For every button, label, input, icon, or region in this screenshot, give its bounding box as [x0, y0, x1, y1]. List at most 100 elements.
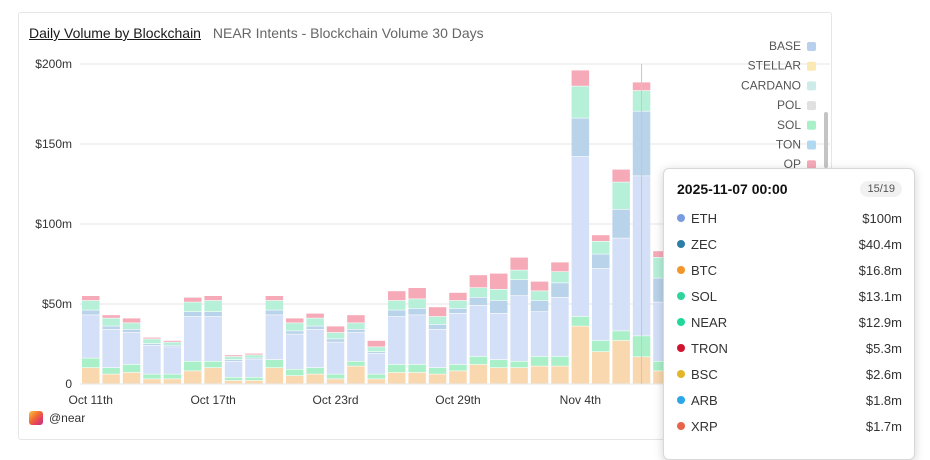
bar-segment-op [653, 251, 671, 257]
bar-segment-sol [163, 374, 182, 379]
bar-segment-zec [530, 300, 549, 312]
tooltip-series-value: $1.7m [865, 418, 902, 434]
tooltip-row-sol: SOL $13.1m [664, 283, 914, 309]
series-color-dot [677, 292, 685, 300]
bar-segment-btc [510, 368, 528, 384]
bar-segment-eth [265, 315, 284, 360]
bar-segment-eth [184, 316, 202, 361]
bar-segment-near [490, 289, 508, 301]
hover-tooltip: 2025-11-07 00:00 15/19 ETH $100m ZEC $40.4m… [663, 168, 915, 460]
bar-segment-btc [347, 366, 365, 384]
legend-label: STELLAR [748, 59, 802, 73]
y-tick-label: $200m [35, 57, 72, 71]
bar-segment-near [204, 300, 222, 312]
bar-segment-zec [184, 312, 202, 317]
bar-segment-zec [163, 345, 182, 347]
bar-segment-sol [408, 364, 426, 373]
tooltip-series-value: $1.8m [865, 392, 902, 408]
y-tick-label: 0 [65, 377, 72, 391]
bar-segment-near [163, 342, 182, 345]
legend-label: CARDANO [741, 78, 801, 92]
bar-segment-btc [408, 372, 426, 384]
bar-segment-btc [388, 372, 406, 384]
bar-segment-near [347, 323, 365, 329]
bar-segment-eth [245, 360, 263, 377]
bar-segment-near [102, 318, 120, 326]
bar-segment-eth [449, 313, 467, 365]
legend-scrollbar[interactable] [824, 112, 828, 168]
bar-segment-eth [286, 334, 304, 369]
bar-segment-op [82, 296, 100, 301]
bar-segment-sol [143, 374, 161, 379]
bar-segment-sol [510, 361, 528, 368]
brand-handle: @near [49, 411, 86, 425]
bar-segment-sol [265, 360, 284, 368]
bar-segment-near [367, 347, 386, 352]
series-color-dot [677, 396, 685, 404]
volume-chart[interactable]: 0 $50m $100m $150m $200m Oct 11th Oct 17th Oct … [0, 0, 930, 441]
legend-label: SOL [777, 118, 801, 132]
bar-segment-near [122, 323, 141, 329]
bar-segment-eth [204, 316, 222, 361]
series-color-dot [677, 214, 685, 222]
bar-segment-sol [551, 356, 569, 366]
tooltip-series-name: ARB [691, 392, 718, 408]
brand-attribution[interactable]: @near [29, 411, 85, 425]
bar-segment-near [326, 332, 345, 339]
tooltip-series-value: $16.8m [858, 262, 902, 278]
bar-segment-near [449, 300, 467, 309]
bar-segment-btc [245, 380, 263, 384]
chart-title[interactable]: Daily Volume by Blockchain [29, 25, 201, 41]
bar-segment-eth [612, 238, 630, 331]
bar-segment-btc [286, 376, 304, 384]
bar-segment-sol [184, 361, 202, 371]
bar-segment-zec [612, 209, 630, 238]
y-tick-label: $50m [42, 297, 72, 311]
legend-swatch [807, 160, 816, 170]
bar-segment-zec [143, 344, 161, 345]
tooltip-row-btc: BTC $16.8m [664, 257, 914, 283]
bar-segment-eth [326, 342, 345, 374]
bar-segment-op [245, 353, 263, 355]
bar-segment-btc [530, 366, 549, 384]
bar-segment-zec [571, 118, 590, 157]
bar-segment-sol [530, 356, 549, 366]
tooltip-series-value: $13.1m [858, 288, 902, 304]
bar-segment-op [204, 296, 222, 301]
y-tick-label: $100m [35, 217, 72, 231]
bar-segment-sol [82, 358, 100, 368]
tooltip-row-tron: TRON $5.3m [664, 335, 914, 361]
bar-segment-sol [204, 361, 222, 368]
bar-segment-sol [306, 368, 324, 374]
tooltip-row-zec: ZEC $40.4m [664, 231, 914, 257]
bar-segment-btc [265, 368, 284, 384]
bar-segment-zec [306, 326, 324, 329]
bar-segment-eth [490, 313, 508, 360]
bar-segment-btc [224, 380, 243, 384]
near-logo-icon [29, 411, 43, 425]
bar-segment-btc [551, 366, 569, 384]
bar-segment-zec [122, 329, 141, 333]
bar-segment-op [571, 70, 590, 86]
tooltip-count-badge: 15/19 [860, 181, 902, 197]
bar-segment-btc [306, 374, 324, 384]
tooltip-row-xrp: XRP $1.7m [664, 413, 914, 439]
tooltip-series-name: ZEC [691, 236, 717, 252]
tooltip-series-value: $40.4m [858, 236, 902, 252]
bar-segment-op [490, 273, 508, 289]
bar-segment-btc [428, 374, 447, 384]
bar-segment-sol [122, 364, 141, 373]
bar-segment-near [184, 302, 202, 312]
bar-segment-sol [224, 377, 243, 381]
tooltip-series-name: ETH [691, 210, 717, 226]
legend-label: OP [784, 157, 801, 171]
bar-segment-op [551, 262, 569, 272]
legend-label: POL [777, 98, 801, 112]
legend-swatch [807, 42, 816, 51]
tooltip-row-near: NEAR $12.9m [664, 309, 914, 335]
bar-segment-btc [184, 371, 202, 384]
bar-segment-near [286, 323, 304, 331]
tooltip-series-name: NEAR [691, 314, 728, 330]
bar-segment-eth [163, 347, 182, 374]
bar-segment-zec [408, 308, 426, 315]
